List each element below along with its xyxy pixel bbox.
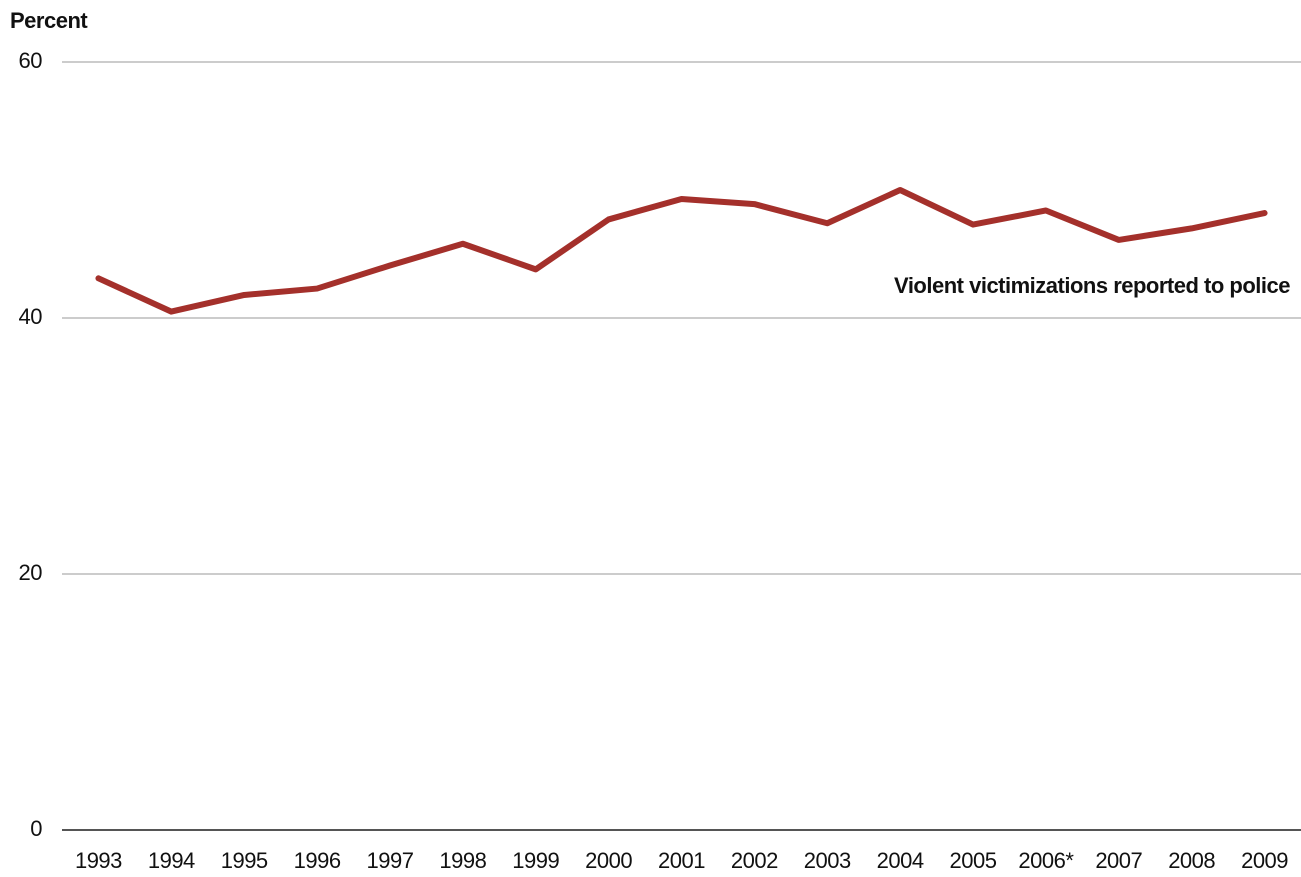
- x-tick-label: 2002: [731, 848, 778, 873]
- y-tick-label: 40: [19, 304, 43, 329]
- x-tick-label: 1993: [75, 848, 122, 873]
- x-tick-label: 1996: [294, 848, 341, 873]
- x-tick-label: 1995: [221, 848, 268, 873]
- x-tick-label: 2003: [804, 848, 851, 873]
- x-tick-label: 1997: [366, 848, 413, 873]
- x-tick-label: 2008: [1168, 848, 1215, 873]
- x-tick-label: 2007: [1095, 848, 1142, 873]
- x-tick-label: 2005: [950, 848, 997, 873]
- x-tick-label: 1994: [148, 848, 195, 873]
- x-tick-label: 2009: [1241, 848, 1288, 873]
- x-tick-label: 1998: [439, 848, 486, 873]
- x-tick-label: 2001: [658, 848, 705, 873]
- x-tick-label: 2000: [585, 848, 632, 873]
- series-label: Violent victimizations reported to polic…: [894, 273, 1290, 298]
- x-tick-label: 1999: [512, 848, 559, 873]
- y-tick-label: 0: [30, 816, 42, 841]
- data-line: [95, 187, 1268, 315]
- y-tick-label: 20: [19, 560, 43, 585]
- x-tick-label: 2006*: [1018, 848, 1074, 873]
- y-tick-label: 60: [19, 48, 43, 73]
- x-tick-label: 2004: [877, 848, 924, 873]
- y-axis-label: Percent: [10, 8, 88, 33]
